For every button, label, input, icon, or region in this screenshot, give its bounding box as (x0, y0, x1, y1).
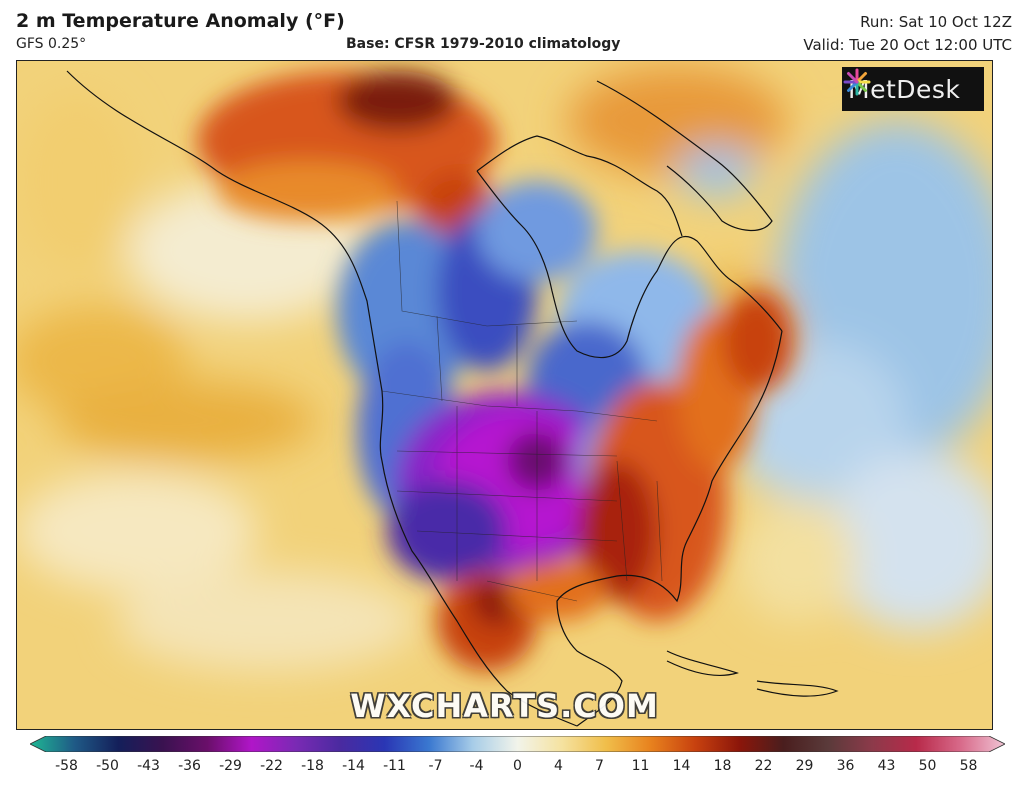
base-label: Base: CFSR 1979-2010 climatology (346, 36, 621, 52)
colorbar-tick-label: 7 (595, 758, 604, 774)
anomaly-map[interactable]: MetDesk WXCHARTS.COM (16, 60, 993, 730)
colorbar-tick-label: 11 (631, 758, 650, 774)
colorbar-tick-label: 22 (754, 758, 773, 774)
colorbar-strip (30, 736, 1005, 752)
run-label: Run: Sat 10 Oct 12Z (860, 13, 1012, 31)
colorbar-tick-label: -18 (301, 758, 324, 774)
colorbar-tick-label: -43 (137, 758, 160, 774)
colorbar-tick-label: -58 (55, 758, 78, 774)
colorbar-tick-label: -4 (469, 758, 484, 774)
colorbar-tick-label: 58 (959, 758, 978, 774)
colorbar-tick-label: -22 (260, 758, 283, 774)
colorbar-tick-label: -36 (178, 758, 201, 774)
colorbar-tick-label: 18 (713, 758, 732, 774)
metdesk-starburst-icon (843, 68, 871, 96)
colorbar-tick-label: -11 (383, 758, 406, 774)
colorbar-tick-label: 36 (836, 758, 855, 774)
colorbar-tick-label: 0 (513, 758, 522, 774)
ocean-anomaly-field (17, 66, 992, 671)
metdesk-logo[interactable]: MetDesk (842, 67, 984, 111)
metdesk-logo-text: MetDesk (848, 74, 961, 104)
colorbar-tick-label: 14 (672, 758, 691, 774)
colorbar-tick-label: 43 (877, 758, 896, 774)
colorbar-tick-label: 29 (795, 758, 814, 774)
map-canvas (17, 61, 992, 729)
page-title: 2 m Temperature Anomaly (°F) (16, 10, 345, 32)
coastlines (66, 70, 839, 727)
political-borders (381, 200, 663, 602)
colorbar-tick-label: 50 (918, 758, 937, 774)
colorbar-tick-label: 4 (554, 758, 563, 774)
colorbar-tick-label: -29 (219, 758, 242, 774)
colorbar-tick-label: -50 (96, 758, 119, 774)
land-anomaly-field (197, 71, 792, 671)
colorbar-ticks: -58 -50 -43 -36 -29 -22 -18 -14 -11 -7 -4 0 4 7 11 14 18… (0, 758, 1024, 780)
valid-label: Valid: Tue 20 Oct 12:00 UTC (803, 36, 1012, 54)
model-label: GFS 0.25° (16, 36, 87, 52)
colorbar-tick-label: -7 (428, 758, 443, 774)
wxcharts-watermark: WXCHARTS.COM (350, 687, 659, 725)
colorbar-tick-label: -14 (342, 758, 365, 774)
colorbar (30, 736, 1005, 752)
